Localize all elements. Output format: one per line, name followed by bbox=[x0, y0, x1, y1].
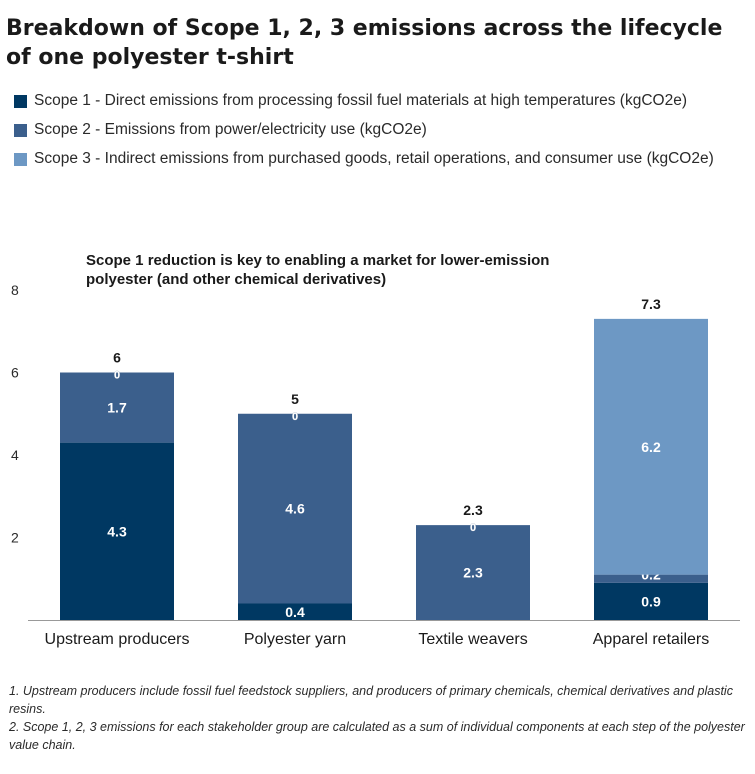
data-label: 0.4 bbox=[285, 604, 305, 620]
legend: Scope 1 - Direct emissions from processi… bbox=[14, 88, 744, 175]
legend-swatch-scope-3 bbox=[14, 153, 27, 166]
chart-title: Breakdown of Scope 1, 2, 3 emissions acr… bbox=[6, 16, 723, 70]
chart-subtitle-line-2: polyester (and other chemical derivative… bbox=[86, 271, 386, 288]
y-tick-label: 4 bbox=[11, 447, 19, 463]
legend-item-scope-2: Scope 2 - Emissions from power/electrici… bbox=[14, 117, 744, 142]
y-tick-label: 8 bbox=[11, 282, 19, 298]
stacked-bar-chart: Scope 1 reduction is key to enabling a m… bbox=[11, 252, 740, 648]
legend-label-scope-1: Scope 1 - Direct emissions from processi… bbox=[34, 92, 687, 109]
legend-swatch-scope-2 bbox=[14, 124, 27, 137]
legend-item-scope-1: Scope 1 - Direct emissions from processi… bbox=[14, 88, 744, 113]
y-tick-label: 6 bbox=[11, 365, 19, 381]
bar-segment-1 bbox=[238, 603, 352, 620]
data-label: 4.6 bbox=[285, 501, 305, 517]
legend-item-scope-3: Scope 3 - Indirect emissions from purcha… bbox=[14, 146, 744, 171]
footnote-2: 2. Scope 1, 2, 3 emissions for each stak… bbox=[9, 720, 745, 752]
x-category-label: Apparel retailers bbox=[593, 631, 710, 648]
x-category-label: Textile weavers bbox=[418, 631, 527, 648]
data-label: 0.9 bbox=[641, 593, 661, 609]
bar-segment-1 bbox=[594, 582, 708, 620]
total-label: 2.3 bbox=[463, 502, 483, 518]
bar-segment-2 bbox=[238, 413, 352, 604]
legend-label-scope-3: Scope 3 - Indirect emissions from purcha… bbox=[34, 150, 714, 167]
chart-area: Scope 1 reduction is key to enabling a m… bbox=[0, 240, 755, 660]
data-label: 1.7 bbox=[107, 400, 127, 416]
data-label: 2.3 bbox=[463, 565, 483, 581]
legend-label-scope-2: Scope 2 - Emissions from power/electrici… bbox=[34, 121, 427, 138]
legend-swatch-scope-1 bbox=[14, 95, 27, 108]
zero-label: 0 bbox=[114, 370, 120, 382]
bar-segment-2 bbox=[60, 372, 174, 443]
x-category-label: Polyester yarn bbox=[244, 631, 346, 648]
bar-segment-2 bbox=[416, 525, 530, 620]
zero-label: 0 bbox=[470, 522, 476, 534]
data-label: 6.2 bbox=[641, 439, 661, 455]
x-category-label: Upstream producers bbox=[45, 631, 190, 648]
total-label: 6 bbox=[113, 350, 121, 366]
total-label: 5 bbox=[291, 391, 299, 407]
bar-segment-2 bbox=[594, 574, 708, 583]
y-tick-label: 2 bbox=[11, 530, 19, 546]
chart-subtitle-line-1: Scope 1 reduction is key to enabling a m… bbox=[86, 252, 549, 269]
footnote-1: 1. Upstream producers include fossil fue… bbox=[9, 684, 733, 716]
total-label: 7.3 bbox=[641, 296, 661, 312]
bar-segment-1 bbox=[60, 442, 174, 620]
zero-label: 0 bbox=[292, 411, 298, 423]
footnotes: 1. Upstream producers include fossil fue… bbox=[9, 682, 749, 754]
bar-segment-3 bbox=[594, 318, 708, 575]
data-label: 4.3 bbox=[107, 523, 127, 539]
